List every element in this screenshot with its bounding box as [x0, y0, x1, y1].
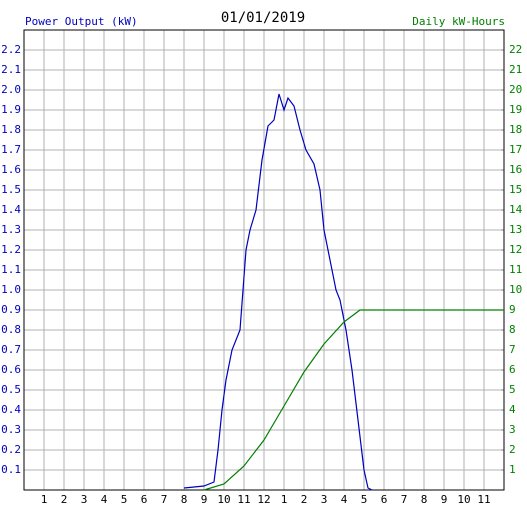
x-tick-label: 4	[341, 493, 348, 506]
x-tick-label: 10	[457, 493, 470, 506]
y2-tick-label: 20	[509, 83, 522, 96]
y-tick-label: 1.0	[1, 283, 21, 296]
x-tick-label: 2	[301, 493, 308, 506]
series-line	[183, 93, 373, 491]
x-tick-label: 11	[477, 493, 490, 506]
x-tick-label: 3	[81, 493, 88, 506]
y-tick-label: 0.4	[1, 403, 21, 416]
y2-tick-label: 2	[509, 443, 516, 456]
x-tick-label: 11	[237, 493, 250, 506]
y-tick-label: 0.6	[1, 363, 21, 376]
y-tick-label: 1.5	[1, 183, 21, 196]
y-tick-label: 2.0	[1, 83, 21, 96]
y-tick-label: 0.2	[1, 443, 21, 456]
y-tick-label: 0.1	[1, 463, 21, 476]
x-tick-label: 8	[181, 493, 188, 506]
y2-tick-label: 17	[509, 143, 522, 156]
x-tick-label: 1	[281, 493, 288, 506]
x-tick-label: 4	[101, 493, 108, 506]
x-tick-label: 7	[401, 493, 408, 506]
y2-tick-label: 5	[509, 383, 516, 396]
y2-tick-label: 1	[509, 463, 516, 476]
y2-tick-label: 12	[509, 243, 522, 256]
y2-tick-label: 4	[509, 403, 516, 416]
x-tick-label: 2	[61, 493, 68, 506]
y-tick-label: 1.7	[1, 143, 21, 156]
chart-title: 01/01/2019	[221, 10, 305, 26]
y2-tick-label: 13	[509, 223, 522, 236]
x-tick-label: 5	[121, 493, 128, 506]
x-tick-label: 8	[421, 493, 428, 506]
x-tick-label: 12	[257, 493, 270, 506]
x-tick-label: 6	[381, 493, 388, 506]
y2-tick-label: 16	[509, 163, 522, 176]
y-tick-label: 1.6	[1, 163, 21, 176]
x-tick-label: 7	[161, 493, 168, 506]
y-axis-label: Power Output (kW)	[25, 15, 138, 28]
y2-tick-label: 18	[509, 123, 522, 136]
plot-border	[23, 29, 505, 491]
y-tick-label: 0.7	[1, 343, 21, 356]
y-tick-label: 0.8	[1, 323, 21, 336]
y2-tick-label: 8	[509, 323, 516, 336]
y-tick-label: 1.2	[1, 243, 21, 256]
y2-tick-label: 14	[509, 203, 523, 216]
x-tick-label: 5	[361, 493, 368, 506]
y2-tick-label: 7	[509, 343, 516, 356]
y-tick-label: 2.2	[1, 43, 21, 56]
y-tick-label: 1.9	[1, 103, 21, 116]
y-tick-label: 1.1	[1, 263, 21, 276]
y2-tick-label: 21	[509, 63, 522, 76]
y2-tick-label: 15	[509, 183, 522, 196]
y-tick-label: 0.9	[1, 303, 21, 316]
y-tick-label: 1.4	[1, 203, 21, 216]
x-tick-label: 6	[141, 493, 148, 506]
y2-tick-label: 9	[509, 303, 516, 316]
y2-tick-label: 22	[509, 43, 522, 56]
series-line	[203, 309, 504, 491]
y2-tick-label: 11	[509, 263, 522, 276]
y-tick-label: 0.3	[1, 423, 21, 436]
x-tick-label: 9	[201, 493, 208, 506]
x-tick-label: 1	[41, 493, 48, 506]
y-tick-label: 1.3	[1, 223, 21, 236]
y2-tick-label: 6	[509, 363, 516, 376]
y2-tick-label: 19	[509, 103, 522, 116]
y-tick-label: 2.1	[1, 63, 21, 76]
x-tick-label: 3	[321, 493, 328, 506]
y-tick-label: 1.8	[1, 123, 21, 136]
y2-tick-label: 10	[509, 283, 522, 296]
x-tick-label: 10	[217, 493, 230, 506]
y2-tick-label: 3	[509, 423, 516, 436]
x-tick-label: 9	[441, 493, 448, 506]
y-tick-label: 0.5	[1, 383, 21, 396]
y2-axis-label: Daily kW-Hours	[412, 15, 505, 28]
